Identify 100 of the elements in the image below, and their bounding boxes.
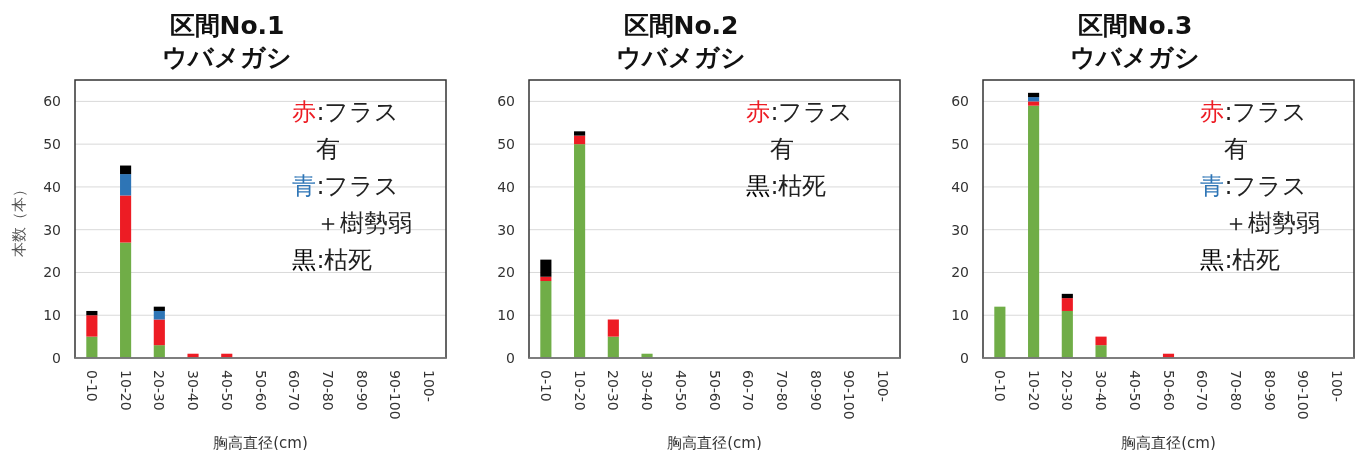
bar: [120, 165, 132, 175]
y-tick-label: 60: [951, 93, 969, 110]
bar: [574, 144, 586, 358]
y-tick-label: 10: [497, 307, 515, 324]
y-tick-label: 0: [52, 350, 61, 366]
bar: [86, 336, 98, 358]
bar: [540, 259, 552, 277]
bar: [607, 336, 619, 358]
text: 青:フラス＋樹勢弱: [1200, 171, 1322, 239]
x-tick-label: 10-20: [1025, 370, 1042, 411]
text: 赤:フラス有: [746, 97, 855, 165]
bar: [1028, 92, 1040, 98]
x-tick-label: 30-40: [185, 370, 202, 411]
x-tick-label: 40-50: [218, 370, 235, 411]
x-tick-label: 10-20: [571, 370, 588, 411]
x-tick-label: 0-10: [537, 370, 554, 402]
text: 黒:枯死: [746, 171, 828, 202]
bar: [120, 242, 132, 358]
chart-subtitle: ウバメガシ: [1069, 42, 1201, 73]
bar: [574, 135, 586, 145]
text: 赤:フラス有: [1200, 97, 1309, 165]
y-tick-label: 60: [497, 93, 515, 110]
x-tick-label: 90-100: [841, 370, 858, 420]
bar: [86, 315, 98, 337]
y-tick-label: 30: [497, 221, 515, 238]
x-tick-label: 80-90: [353, 370, 370, 411]
x-tick-label: 20-30: [151, 370, 168, 411]
bar: [1061, 298, 1073, 311]
x-tick-label: 0-10: [83, 370, 100, 402]
x-tick-label: 10-20: [117, 370, 134, 411]
y-tick-label: 40: [497, 178, 515, 195]
y-tick-label: 20: [497, 264, 515, 281]
x-tick-label: 40-50: [672, 370, 689, 411]
bar: [1061, 310, 1073, 358]
chart-title: 区間No.1: [168, 10, 286, 41]
bar: [120, 195, 132, 243]
bar: [1061, 293, 1073, 299]
bar: [540, 281, 552, 358]
x-tick-label: 50-60: [252, 370, 269, 411]
bar: [153, 306, 165, 311]
bar: [574, 131, 586, 136]
x-tick-label: 50-60: [1160, 370, 1177, 411]
y-tick-label: 40: [951, 178, 969, 195]
chart-subtitle: ウバメガシ: [615, 42, 747, 73]
text: 赤:フラス有: [292, 97, 401, 165]
x-tick-label: 60-70: [1194, 370, 1211, 411]
bar: [1095, 345, 1107, 358]
y-tick-label: 60: [43, 93, 61, 110]
y-tick-label: 30: [951, 221, 969, 238]
y-tick-label: 40: [43, 178, 61, 195]
y-tick-label: 30: [43, 221, 61, 238]
chart-title: 区間No.3: [1076, 10, 1194, 41]
x-tick-label: 90-100: [387, 370, 404, 420]
x-tick-label: 70-80: [1227, 370, 1244, 411]
y-tick-label: 10: [951, 307, 969, 324]
x-tick-label: 20-30: [605, 370, 622, 411]
x-tick-label: 30-40: [639, 370, 656, 411]
y-tick-label: 10: [43, 307, 61, 324]
bar: [1028, 97, 1040, 102]
bar: [994, 306, 1006, 358]
bar: [540, 276, 552, 282]
y-tick-label: 50: [43, 136, 61, 153]
x-tick-label: 80-90: [807, 370, 824, 411]
x-tick-label: 100-: [875, 370, 892, 402]
bar: [153, 310, 165, 320]
y-tick-label: 0: [960, 350, 969, 366]
x-axis-title: 胸高直径(cm): [1121, 434, 1216, 450]
bar: [607, 319, 619, 337]
y-tick-label: 20: [951, 264, 969, 281]
bar: [1028, 101, 1040, 106]
bar: [153, 319, 165, 346]
bar: [1095, 336, 1107, 346]
bar: [120, 174, 132, 196]
x-tick-label: 80-90: [1261, 370, 1278, 411]
bar: [86, 310, 98, 316]
y-tick-label: 0: [506, 350, 515, 366]
x-tick-label: 30-40: [1093, 370, 1110, 411]
text: 青:フラス＋樹勢弱: [292, 171, 414, 239]
y-tick-label: 20: [43, 264, 61, 281]
x-tick-label: 20-30: [1059, 370, 1076, 411]
x-tick-label: 40-50: [1126, 370, 1143, 411]
y-axis-title: 本数（本）: [10, 181, 28, 257]
x-tick-label: 70-80: [319, 370, 336, 411]
text: 黒:枯死: [292, 245, 374, 276]
y-tick-label: 50: [497, 136, 515, 153]
x-tick-label: 50-60: [706, 370, 723, 411]
x-tick-label: 70-80: [773, 370, 790, 411]
chart-subtitle: ウバメガシ: [161, 42, 293, 73]
x-tick-label: 60-70: [286, 370, 303, 411]
x-tick-label: 100-: [1329, 370, 1346, 402]
text: 黒:枯死: [1200, 245, 1282, 276]
x-tick-label: 90-100: [1295, 370, 1312, 420]
chart-title: 区間No.2: [622, 10, 740, 41]
x-tick-label: 60-70: [740, 370, 757, 411]
x-axis-title: 胸高直径(cm): [213, 434, 308, 450]
bar: [1028, 105, 1040, 358]
y-tick-label: 50: [951, 136, 969, 153]
bar: [153, 345, 165, 358]
x-tick-label: 100-: [421, 370, 438, 402]
x-axis-title: 胸高直径(cm): [667, 434, 762, 450]
